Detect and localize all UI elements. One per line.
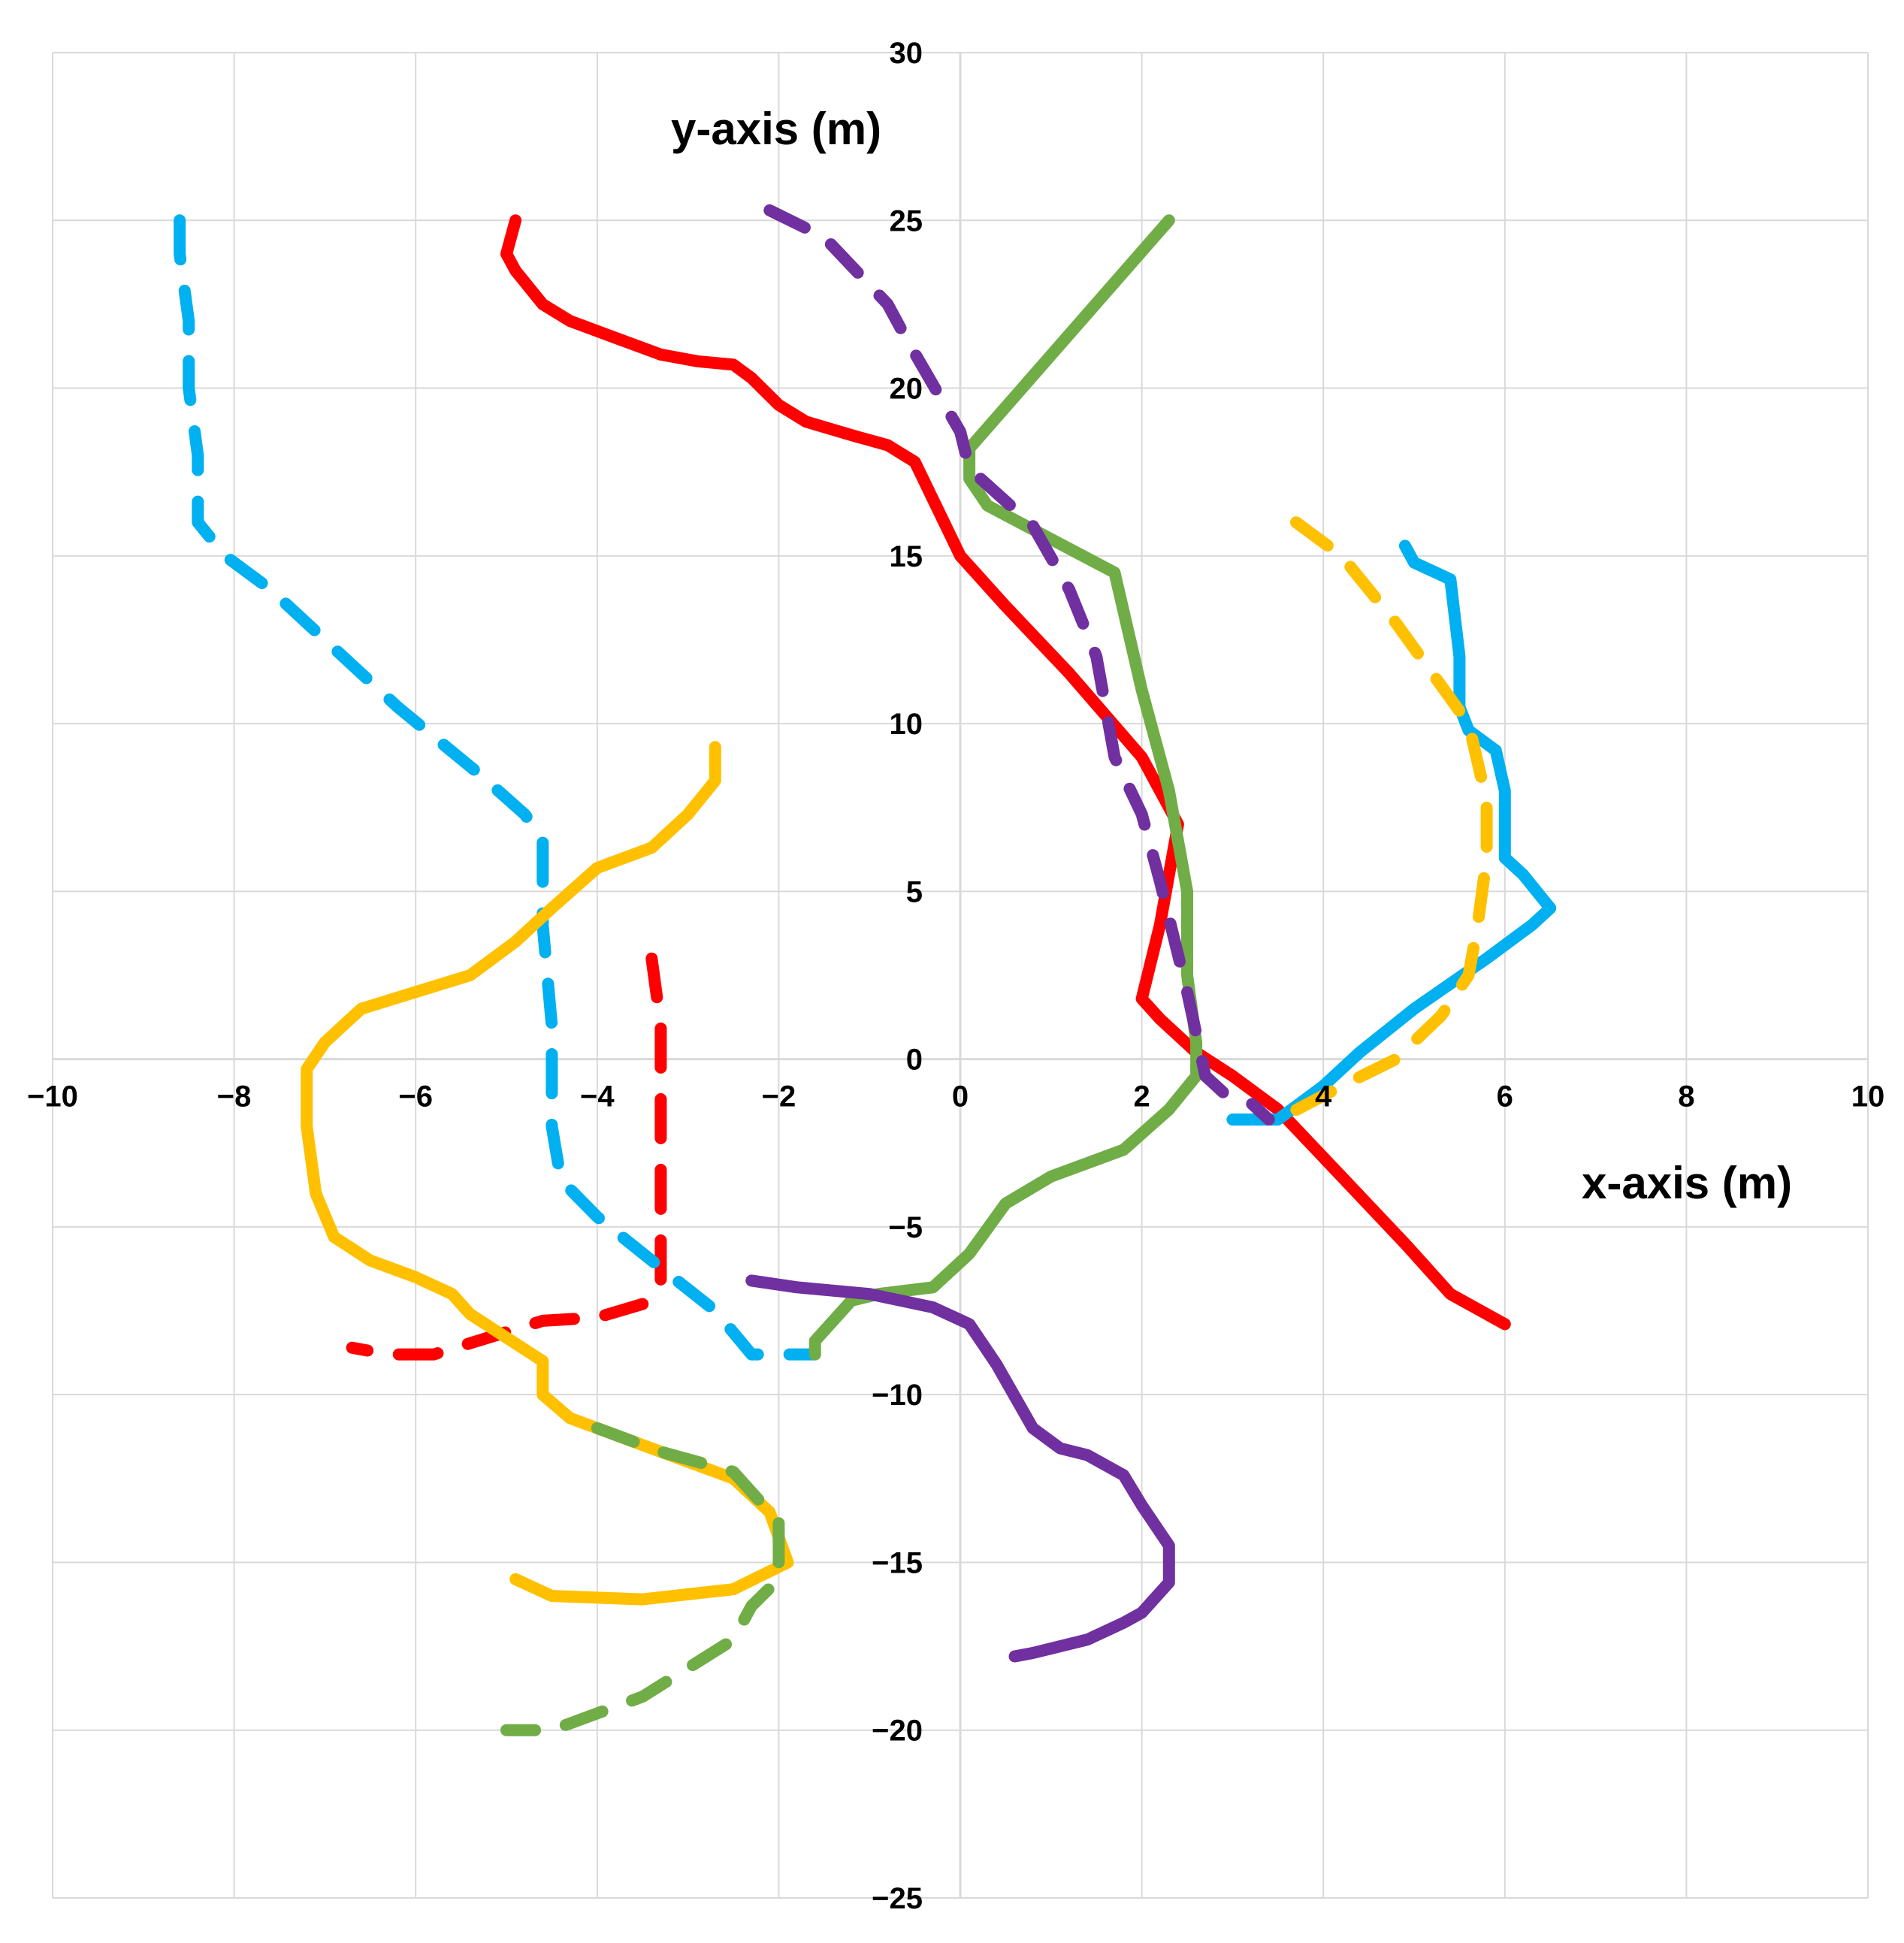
series-line-5 <box>301 741 794 1606</box>
series-line-8 <box>500 1422 785 1736</box>
y-tick-label: 10 <box>890 708 923 741</box>
series-line-6 <box>1271 516 1493 1126</box>
tick-labels: −10 −8 −6 −4 −2 0 2 4 6 8 10302520151050−5−10−15−2… <box>27 37 1884 1915</box>
series-line-10 <box>745 1274 1175 1663</box>
x-tick-label: 6 <box>1497 1080 1513 1114</box>
y-tick-label: 15 <box>890 540 923 573</box>
y-tick-label: 25 <box>890 204 923 237</box>
series-line-7 <box>808 214 1203 1361</box>
y-tick-label: −10 <box>872 1379 923 1412</box>
y-tick-label: 20 <box>890 373 923 406</box>
x-tick-label: −10 <box>27 1080 78 1114</box>
series-line-1 <box>500 214 1511 1331</box>
y-axis-title: y-axis (m) <box>671 104 881 154</box>
x-tick-label: 10 <box>1851 1080 1885 1114</box>
y-tick-label: −20 <box>872 1715 923 1748</box>
y-tick-label: −5 <box>888 1211 923 1244</box>
series-line-2 <box>346 952 667 1361</box>
series-line-4 <box>1226 539 1557 1126</box>
x-tick-label: 0 <box>952 1080 969 1114</box>
series-line-3 <box>174 214 821 1361</box>
y-tick-label: 0 <box>906 1044 923 1077</box>
series-line-9 <box>763 204 1275 1126</box>
y-tick-label: 5 <box>906 875 923 908</box>
y-tick-label: −25 <box>872 1882 923 1915</box>
x-tick-label: −8 <box>217 1080 252 1114</box>
x-tick-label: −2 <box>762 1080 796 1114</box>
x-tick-label: 4 <box>1315 1080 1332 1114</box>
x-axis-title: x-axis (m) <box>1582 1158 1792 1208</box>
x-tick-label: −6 <box>398 1080 433 1114</box>
x-tick-label: 8 <box>1678 1080 1694 1114</box>
y-tick-label: −15 <box>872 1546 923 1579</box>
series-group <box>174 204 1557 1736</box>
x-tick-label: −4 <box>580 1080 615 1114</box>
axes <box>53 53 1868 1898</box>
y-tick-label: 30 <box>890 37 923 70</box>
x-tick-label: 2 <box>1133 1080 1150 1114</box>
